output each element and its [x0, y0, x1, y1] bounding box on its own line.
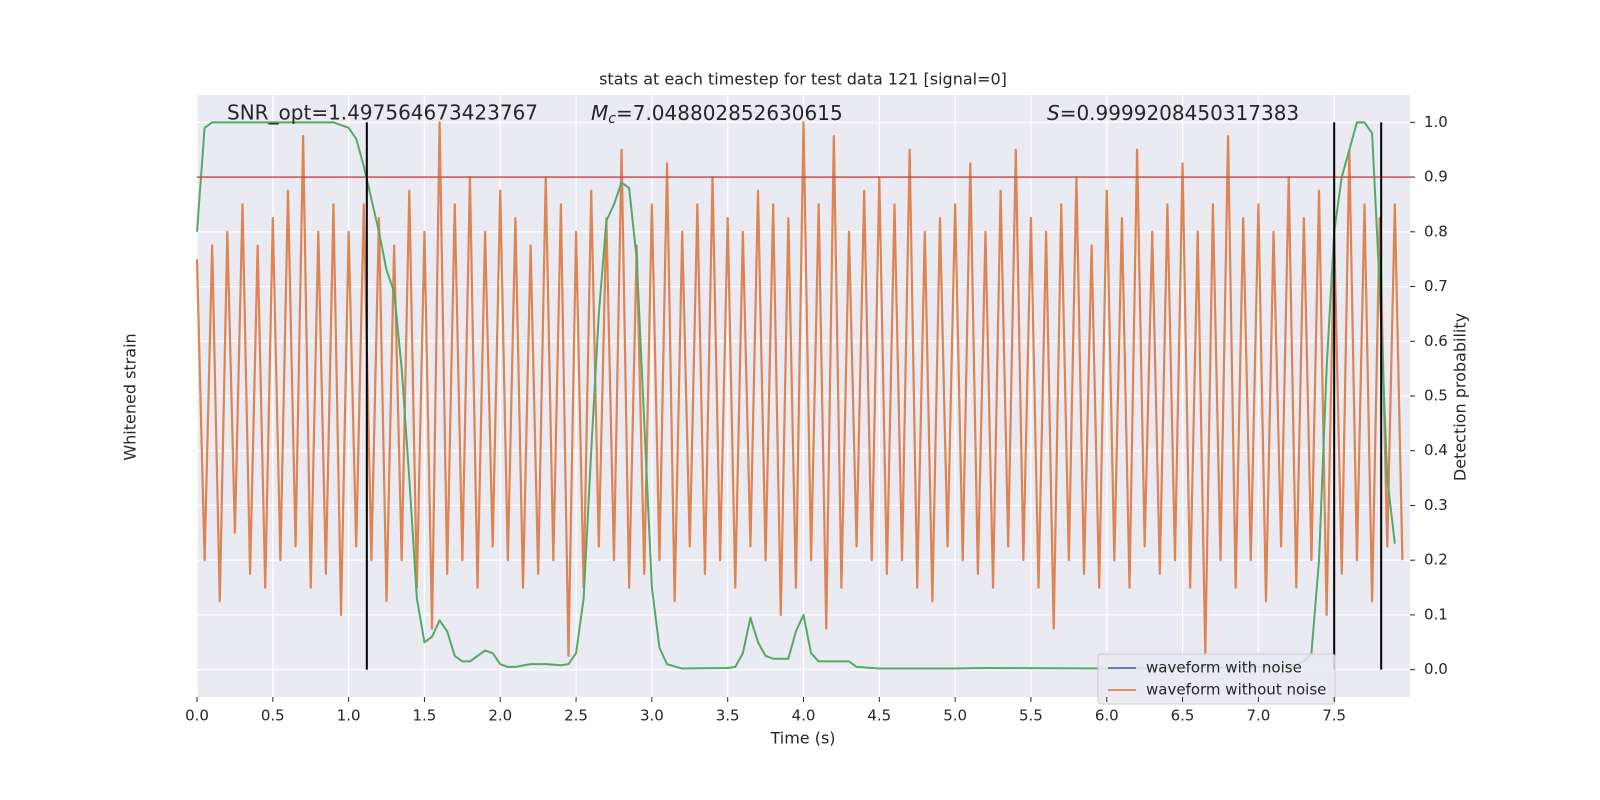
- x-tick-label: 7.0: [1246, 707, 1270, 725]
- x-tick-label: 0.0: [185, 707, 209, 725]
- x-axis-label: Time (s): [769, 729, 835, 748]
- y2-tick-label: 0.7: [1424, 277, 1448, 295]
- annotation-symbol: M: [591, 101, 608, 125]
- legend-label: waveform with noise: [1146, 659, 1302, 677]
- x-tick-label: 1.0: [337, 707, 361, 725]
- y2-tick-label: 0.3: [1424, 496, 1448, 514]
- y2-tick-label: 0.6: [1424, 332, 1448, 350]
- y2-tick-label: 0.9: [1424, 168, 1448, 186]
- y2-tick-label: 0.1: [1424, 605, 1448, 623]
- legend-label: waveform without noise: [1146, 681, 1326, 699]
- annotation: S=0.9999208450317383: [1047, 101, 1299, 125]
- y-axis-label: Whitened strain: [121, 333, 140, 460]
- chart-title: stats at each timestep for test data 121…: [599, 70, 1007, 89]
- x-tick-label: 3.0: [640, 707, 664, 725]
- y2-tick-label: 0.0: [1424, 660, 1448, 678]
- legend-box: [1097, 653, 1336, 705]
- x-tick-label: 1.5: [413, 707, 437, 725]
- y2-axis-label: Detection probability: [1451, 313, 1470, 481]
- x-tick-label: 4.0: [792, 707, 816, 725]
- annotation: Mc=7.048802852630615: [591, 101, 843, 128]
- x-tick-label: 3.5: [716, 707, 740, 725]
- y2-tick-label: 0.8: [1424, 222, 1448, 240]
- x-tick-label: 2.0: [488, 707, 512, 725]
- y2-tick-label: 1.0: [1424, 113, 1448, 131]
- y2-tick-label: 0.5: [1424, 387, 1448, 405]
- annotation: SNR_opt=1.497564673423767: [227, 101, 538, 125]
- x-tick-label: 6.0: [1095, 707, 1119, 725]
- y2-tick-label: 0.4: [1424, 441, 1448, 459]
- x-tick-label: 6.5: [1171, 707, 1195, 725]
- annotation-symbol: S: [1047, 101, 1060, 125]
- annotation-value: =0.9999208450317383: [1060, 101, 1299, 125]
- x-tick-label: 7.5: [1322, 707, 1346, 725]
- x-tick-label: 0.5: [261, 707, 285, 725]
- x-tick-label: 5.5: [1019, 707, 1043, 725]
- annotation-subscript: c: [608, 111, 616, 127]
- x-tick-label: 4.5: [867, 707, 891, 725]
- annotation-value: =7.048802852630615: [616, 101, 843, 125]
- y2-tick-label: 0.2: [1424, 551, 1448, 569]
- x-tick-label: 5.0: [943, 707, 967, 725]
- x-tick-label: 2.5: [564, 707, 588, 725]
- series-line: [195, 121, 1404, 658]
